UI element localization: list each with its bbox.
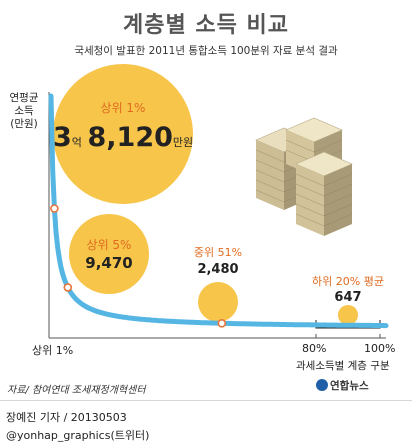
marker-point-3: [217, 318, 227, 328]
chart-subtitle: 국세청이 발표한 2011년 통합소득 100분위 자료 분석 결과: [74, 45, 338, 57]
bubble-top5-text: 상위 5% 9,470: [69, 236, 149, 272]
bubble-mid51: [198, 282, 238, 322]
bubble-mid51-value: 2,480: [197, 262, 239, 277]
bubble-bottom20: [338, 305, 358, 325]
bubble-top1-eok-unit: 억: [71, 136, 82, 149]
money-stacks-icon: [255, 117, 353, 236]
x-axis-label: 과세소득별 계층 구분: [296, 360, 390, 372]
bubble-top1-text: 상위 1% 3억 8,120만원: [53, 99, 193, 153]
bubble-top1-eok: 3: [53, 122, 72, 153]
bubble-mid51-text: 중위 51% 2,480: [188, 244, 248, 277]
bubble-top1-value: 3억 8,120만원: [53, 122, 193, 153]
reporter-credit: 장예진 기자 / 20130503: [6, 411, 127, 424]
infographic: 계층별 소득 비교 국세청이 발표한 2011년 통합소득 100분위 자료 분…: [0, 13, 412, 401]
bubble-top1: [53, 64, 193, 204]
bubble-top5-value: 9,470: [85, 254, 133, 272]
yonhap-logo: 연합뉴스: [316, 378, 369, 393]
y-axis-label-line3: (만원): [10, 118, 38, 130]
chart-svg: [48, 64, 389, 339]
y-axis-label-line2: 소득: [14, 105, 34, 117]
x-tick-label-80: 80%: [302, 342, 327, 355]
x-tick-label-100: 100%: [364, 342, 396, 355]
x-ticks: [315, 334, 381, 338]
bubble-top5-label: 상위 5%: [86, 238, 132, 252]
bubble-bottom20-label: 하위 20% 평균: [312, 275, 384, 288]
chart-title: 계층별 소득 비교: [123, 13, 289, 38]
bubble-top1-label: 상위 1%: [100, 101, 146, 115]
logo-mark-icon: [316, 379, 328, 391]
bubble-top5: [69, 214, 149, 294]
y-axis-label: 연평균 소득 (만원): [4, 92, 44, 131]
bubble-top1-man-unit: 만원: [172, 136, 194, 149]
bubble-mid51-label: 중위 51%: [193, 246, 243, 259]
logo-text: 연합뉴스: [330, 380, 369, 392]
source-note: 자료/ 참여연대 조세재정개혁센터: [7, 385, 146, 396]
marker-point-1: [50, 204, 59, 213]
x-tick-label-start: 상위 1%: [32, 344, 74, 357]
twitter-credit: @yonhap_graphics(트위터): [6, 429, 150, 442]
bubble-bottom20-text: 하위 20% 평균 647: [300, 273, 396, 305]
bubble-bottom20-value: 647: [334, 290, 362, 305]
marker-point-2: [63, 283, 73, 292]
y-axis-label-line1: 연평균: [9, 92, 39, 104]
bubble-top1-man: 8,120: [87, 122, 173, 153]
